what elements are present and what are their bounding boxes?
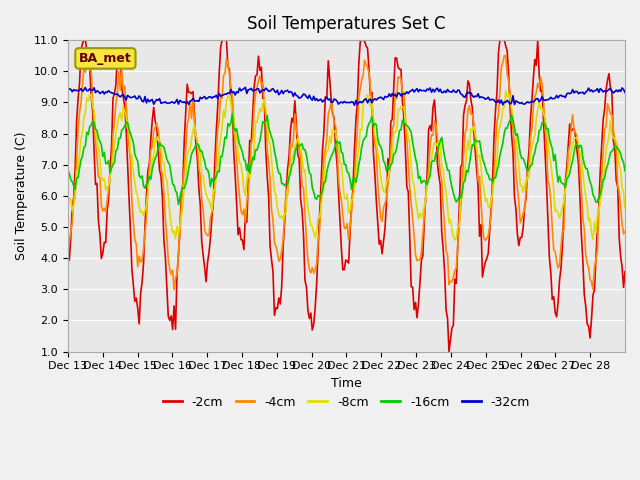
-16cm xyxy=(464,169,472,175)
-32cm xyxy=(464,89,472,95)
Text: BA_met: BA_met xyxy=(79,52,132,65)
-2cm xyxy=(102,240,109,245)
-16cm xyxy=(353,172,361,178)
-16cm xyxy=(228,111,236,117)
-16cm xyxy=(83,129,91,135)
-8cm xyxy=(620,190,627,196)
-4cm xyxy=(463,126,470,132)
-4cm xyxy=(64,231,72,237)
-8cm xyxy=(451,237,459,243)
Line: -16cm: -16cm xyxy=(68,114,625,204)
-4cm xyxy=(500,53,508,59)
Line: -4cm: -4cm xyxy=(68,56,625,289)
-2cm xyxy=(621,269,629,275)
-4cm xyxy=(83,61,91,67)
Legend: -2cm, -4cm, -8cm, -16cm, -32cm: -2cm, -4cm, -8cm, -16cm, -32cm xyxy=(158,391,535,414)
-4cm xyxy=(621,228,629,234)
Line: -32cm: -32cm xyxy=(68,87,625,105)
-2cm xyxy=(64,259,72,265)
-32cm xyxy=(83,88,91,94)
-16cm xyxy=(547,141,555,147)
-32cm xyxy=(64,87,72,93)
X-axis label: Time: Time xyxy=(331,377,362,390)
-2cm xyxy=(620,285,627,290)
-4cm xyxy=(170,287,178,292)
-2cm xyxy=(445,348,453,354)
-8cm xyxy=(100,176,108,181)
-32cm xyxy=(353,102,361,108)
-32cm xyxy=(241,84,249,90)
Title: Soil Temperatures Set C: Soil Temperatures Set C xyxy=(247,15,445,33)
-16cm xyxy=(100,149,108,155)
-8cm xyxy=(463,152,470,157)
-8cm xyxy=(547,161,555,167)
-2cm xyxy=(84,58,92,63)
-4cm xyxy=(352,147,360,153)
-8cm xyxy=(621,205,629,211)
-16cm xyxy=(621,168,629,174)
-32cm xyxy=(620,86,627,92)
-16cm xyxy=(64,167,72,173)
Line: -8cm: -8cm xyxy=(68,91,625,240)
-8cm xyxy=(83,95,91,101)
-8cm xyxy=(64,201,72,206)
-32cm xyxy=(351,102,358,108)
-32cm xyxy=(547,95,555,100)
-4cm xyxy=(620,231,627,237)
-16cm xyxy=(175,202,182,207)
-2cm xyxy=(80,37,88,43)
-32cm xyxy=(100,91,108,97)
Y-axis label: Soil Temperature (C): Soil Temperature (C) xyxy=(15,132,28,260)
-4cm xyxy=(100,205,108,211)
-32cm xyxy=(621,90,629,96)
-8cm xyxy=(502,88,509,94)
-2cm xyxy=(352,117,360,123)
-4cm xyxy=(547,199,555,204)
-16cm xyxy=(620,159,627,165)
-2cm xyxy=(464,78,472,84)
Line: -2cm: -2cm xyxy=(68,40,625,351)
-2cm xyxy=(547,270,555,276)
-8cm xyxy=(351,185,358,191)
